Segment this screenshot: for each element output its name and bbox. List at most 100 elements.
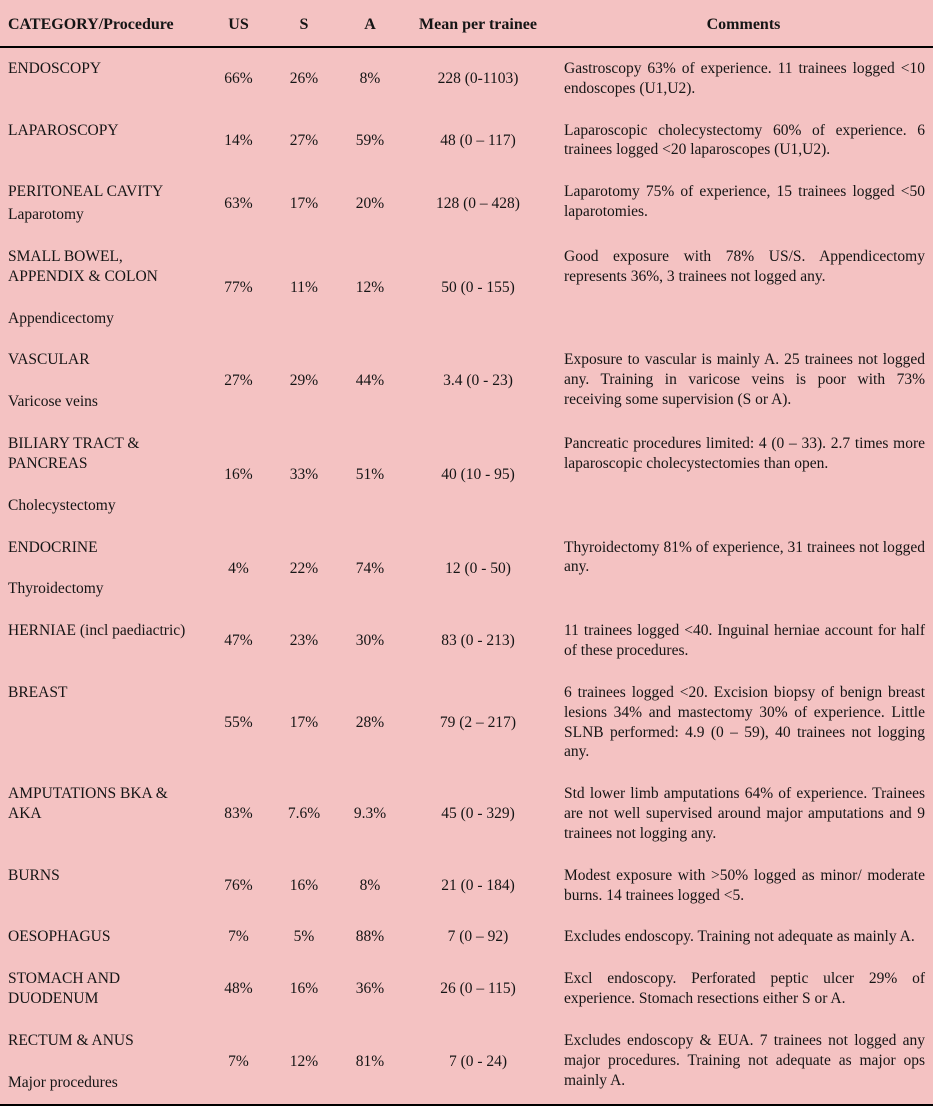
a-value-cell: 51%: [355, 465, 385, 483]
procedure-name: Appendicectomy: [8, 309, 114, 327]
table-row: ENDOSCOPY 66% 26% 8% 228 (0-1103) Gastroscopy…: [0, 47, 933, 110]
s-value-cell: 17%: [289, 194, 319, 212]
category-name: AMPUTATIONS BKA & AKA: [8, 785, 168, 823]
a-value-cell: 59%: [355, 131, 385, 149]
category-name: ENDOSCOPY: [8, 60, 102, 77]
category-cell: OESOPHAGUS: [0, 916, 207, 958]
us-value-cell: 63%: [224, 194, 253, 212]
us-value-cell: 66%: [224, 69, 253, 87]
category-cell: BREAST: [0, 672, 207, 773]
us-value-cell: 76%: [224, 876, 253, 894]
us-value-cell: 7%: [207, 1019, 270, 1106]
s-value-cell: 27%: [289, 131, 319, 149]
mean-per-trainee-cell: 40 (10 - 95): [441, 465, 515, 483]
table-row: BURNS 76% 16% 8% 21 (0 - 184) Modest exposure…: [0, 855, 933, 917]
mean-per-trainee-cell: 128 (0 – 428): [436, 194, 520, 212]
category-name: RECTUM & ANUS: [8, 1031, 134, 1049]
table-row: AMPUTATIONS BKA & AKA 83% 7.6% 9.3% 45 (0 - …: [0, 773, 933, 854]
procedure-name: Laparotomy: [8, 206, 84, 224]
header-a: A: [338, 0, 402, 48]
mean-per-trainee-cell: 7 (0 – 92): [447, 928, 509, 946]
procedure-name: Thyroidectomy: [8, 580, 104, 598]
procedure-name: Cholecystectomy: [8, 496, 116, 514]
comments-cell: Excludes endoscopy. Training not adequat…: [564, 928, 915, 946]
us-value-cell: 48%: [224, 980, 253, 998]
comments-cell: 6 trainees logged <20. Excision biopsy o…: [564, 683, 925, 761]
header-s: S: [270, 0, 338, 48]
comments-cell: Good exposure with 78% US/S. Appendicect…: [564, 247, 925, 285]
comments-cell: Thyroidectomy 81% of experience, 31 trai…: [564, 538, 925, 576]
mean-per-trainee-cell: 50 (0 - 155): [441, 278, 515, 296]
header-us: US: [207, 0, 270, 48]
category-name: BREAST: [8, 683, 68, 701]
s-value-cell: 26%: [289, 69, 319, 87]
table-row: ENDOCRINE Thyroidectomy 4% 22% 74% 12 (0 - 50…: [0, 527, 933, 611]
a-value-cell: 30%: [355, 632, 385, 650]
a-value-cell: 9.3%: [353, 805, 387, 823]
a-value-cell: 81%: [338, 1019, 402, 1106]
table-row: VASCULAR Varicose veins 27% 29% 44% 3.4 (0 - …: [0, 339, 933, 423]
category-cell: BURNS: [0, 855, 207, 917]
table-row: OESOPHAGUS 7% 5% 88% 7 (0 – 92) Excludes endo…: [0, 916, 933, 958]
category-cell: ENDOSCOPY: [0, 47, 207, 110]
table-body: ENDOSCOPY 66% 26% 8% 228 (0-1103) Gastroscopy…: [0, 47, 933, 1106]
s-value-cell: 12%: [270, 1019, 338, 1106]
category-name: OESOPHAGUS: [8, 928, 111, 946]
mean-per-trainee-cell: 48 (0 – 117): [440, 131, 516, 149]
category-cell: VASCULAR Varicose veins: [0, 339, 207, 423]
a-value-cell: 8%: [359, 69, 381, 87]
us-value-cell: 27%: [224, 372, 253, 390]
comments-cell: 11 trainees logged <40. Inguinal herniae…: [564, 622, 925, 660]
us-value-cell: 7%: [228, 928, 249, 946]
s-value-cell: 23%: [289, 632, 319, 650]
header-mean: Mean per trainee: [402, 0, 554, 48]
a-value-cell: 20%: [355, 194, 385, 212]
us-value-cell: 55%: [224, 713, 253, 731]
category-cell: AMPUTATIONS BKA & AKA: [0, 773, 207, 854]
a-value-cell: 44%: [355, 372, 385, 390]
comments-cell: Excl endoscopy. Perforated peptic ulcer …: [564, 970, 925, 1008]
header-row: CATEGORY/Procedure US S A Mean per train…: [0, 0, 933, 48]
category-name: ENDOCRINE: [8, 538, 98, 556]
s-value-cell: 17%: [289, 713, 319, 731]
table-row: STOMACH AND DUODENUM 48% 16% 36% 26 (0 – 115…: [0, 958, 933, 1020]
s-value-cell: 5%: [293, 928, 315, 946]
us-value-cell: 4%: [228, 559, 249, 577]
comments-cell: Exposure to vascular is mainly A. 25 tra…: [564, 351, 925, 409]
mean-per-trainee-cell: 7 (0 - 24): [402, 1019, 554, 1106]
s-value-cell: 7.6%: [287, 805, 321, 823]
comments-cell: Std lower limb amputations 64% of experi…: [564, 785, 925, 842]
s-value-cell: 11%: [290, 278, 318, 296]
us-value-cell: 77%: [224, 278, 253, 296]
s-value-cell: 33%: [289, 465, 319, 483]
a-value-cell: 88%: [355, 928, 385, 946]
category-cell: BILIARY TRACT & PANCREAS Cholecystectomy: [0, 423, 207, 526]
table-row: BILIARY TRACT & PANCREAS Cholecystectomy 1…: [0, 423, 933, 526]
mean-per-trainee-cell: 12 (0 - 50): [445, 559, 511, 577]
header-comments: Comments: [554, 0, 933, 48]
category-name: BURNS: [8, 866, 60, 884]
category-cell: ENDOCRINE Thyroidectomy: [0, 527, 207, 611]
category-name: HERNIAE (incl paediactric): [8, 622, 186, 640]
category-name: STOMACH AND DUODENUM: [8, 970, 121, 1008]
category-name: SMALL BOWEL, APPENDIX & COLON: [8, 247, 158, 285]
us-value-cell: 14%: [224, 131, 253, 149]
mean-per-trainee-cell: 3.4 (0 - 23): [443, 372, 513, 390]
a-value-cell: 28%: [355, 713, 385, 731]
comments-cell: Laparotomy 75% of experience, 15 trainee…: [564, 183, 925, 221]
mean-per-trainee-cell: 79 (2 – 217): [439, 713, 517, 731]
category-name: VASCULAR: [8, 351, 90, 369]
procedure-name: Major procedures: [8, 1073, 118, 1091]
mean-per-trainee-cell: 21 (0 - 184): [441, 876, 515, 894]
category-cell: HERNIAE (incl paediactric): [0, 610, 207, 672]
category-name: PERITONEAL CAVITY: [8, 183, 164, 201]
header-category: CATEGORY/Procedure: [0, 0, 207, 48]
mean-per-trainee-cell: 228 (0-1103): [437, 69, 519, 87]
comments-cell: Pancreatic procedures limited: 4 (0 – 33…: [564, 435, 925, 472]
us-value-cell: 47%: [224, 632, 253, 650]
procedure-name: Varicose veins: [8, 393, 98, 411]
s-value-cell: 16%: [289, 980, 319, 998]
table-row: HERNIAE (incl paediactric) 47% 23% 30% 83 (0…: [0, 610, 933, 672]
a-value-cell: 8%: [359, 876, 381, 894]
